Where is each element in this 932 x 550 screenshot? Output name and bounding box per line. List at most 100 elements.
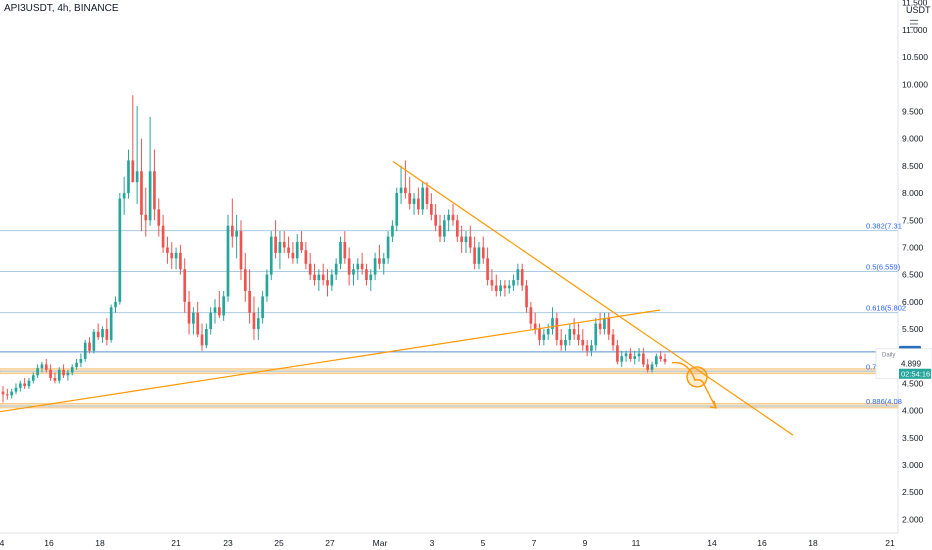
- y-tick-label: 10.500: [902, 52, 928, 62]
- x-tick-label: 9: [583, 538, 588, 548]
- candle-body: [23, 383, 26, 387]
- x-tick-label: 16: [757, 538, 767, 548]
- candle-body: [494, 285, 498, 291]
- candle-body: [417, 198, 420, 210]
- candle-body: [360, 263, 364, 270]
- x-tick-label: 7: [532, 538, 537, 548]
- y-tick-label: 11.500: [902, 0, 928, 8]
- candle-body: [378, 258, 381, 264]
- candle-body: [282, 242, 286, 248]
- x-tick-label: 27: [325, 538, 335, 548]
- candle-body: [533, 323, 537, 330]
- candle-body: [274, 236, 277, 253]
- candle-body: [339, 242, 342, 264]
- candle-body: [127, 160, 130, 194]
- candle-body: [27, 380, 31, 387]
- candle-body: [88, 342, 91, 351]
- candle-body: [96, 331, 100, 338]
- candle-body: [278, 242, 282, 253]
- candle-body: [395, 193, 399, 226]
- candle-body: [170, 252, 174, 259]
- candle-body: [209, 312, 213, 330]
- candle-body: [157, 209, 161, 226]
- candle-body: [646, 364, 650, 370]
- candle-body: [226, 225, 230, 297]
- candle-body: [53, 377, 57, 381]
- candle-body: [114, 301, 117, 308]
- y-tick-label: 8.500: [902, 161, 924, 171]
- candle-body: [62, 369, 65, 376]
- candle-body: [607, 318, 611, 335]
- candle-body: [598, 323, 602, 330]
- candle-body: [655, 356, 658, 365]
- candle-body: [131, 160, 135, 183]
- candle-body: [304, 250, 308, 264]
- candle-body: [585, 345, 589, 351]
- y-tick-label: 2.500: [902, 487, 924, 497]
- candle-body: [5, 394, 9, 396]
- countdown-badge: [899, 368, 931, 379]
- candle-body: [477, 247, 481, 264]
- candle-body: [581, 339, 585, 346]
- candle-body: [538, 329, 541, 340]
- candle-body: [174, 252, 178, 259]
- menu-icon[interactable]: ☰: [909, 19, 919, 31]
- fib-level-label: 0.618(5.802: [866, 304, 906, 313]
- x-tick-label: 25: [274, 538, 284, 548]
- candle-body: [205, 329, 208, 346]
- candle-body: [192, 312, 195, 324]
- candle-body: [256, 318, 260, 330]
- fib-level-label: 0.886(4.08: [866, 397, 902, 406]
- y-tick-label: 7.500: [902, 215, 924, 225]
- candle-body: [650, 364, 654, 370]
- candle-body: [464, 236, 468, 243]
- candle-body: [434, 214, 438, 226]
- candle-body: [503, 285, 507, 289]
- y-tick-label: 11.000: [902, 25, 928, 35]
- projection-arrowhead: [709, 400, 717, 409]
- candle-body: [542, 334, 546, 340]
- y-tick-label: 3.500: [902, 433, 924, 443]
- candle-body: [473, 247, 476, 264]
- x-tick-label: 23: [223, 538, 233, 548]
- candle-body: [620, 356, 624, 362]
- candle-body: [520, 269, 524, 286]
- candle-body: [252, 312, 256, 330]
- x-tick-label: 18: [95, 538, 105, 548]
- candle-body: [594, 323, 598, 346]
- candle-body: [399, 187, 403, 194]
- candle-body: [369, 274, 373, 281]
- candle-body: [44, 364, 48, 370]
- candle-body: [386, 236, 390, 259]
- candle-body: [486, 258, 489, 281]
- y-tick-label: 6.000: [902, 297, 924, 307]
- y-tick-label: 6.500: [902, 270, 924, 280]
- candle-body: [529, 307, 533, 324]
- y-tick-label: 3.000: [902, 460, 924, 470]
- candle-body: [642, 353, 645, 365]
- x-tick-label: 16: [44, 538, 54, 548]
- candle-body: [425, 187, 429, 204]
- candle-body: [404, 187, 407, 194]
- candle-body: [291, 252, 295, 259]
- candle-body: [637, 353, 641, 357]
- candle-body: [83, 342, 87, 359]
- candle-body: [603, 318, 606, 330]
- candle-body: [356, 263, 360, 270]
- daily-value: 4.899: [901, 360, 922, 369]
- candle-body: [79, 358, 83, 363]
- candle-body: [507, 285, 511, 289]
- candle-body: [295, 242, 299, 259]
- candle-body: [18, 383, 22, 388]
- y-tick-label: 4.500: [902, 378, 924, 388]
- x-tick-label: 5: [481, 538, 486, 548]
- symbol-title: API3USDT, 4h, BINANCE: [4, 3, 119, 14]
- projection-path: [671, 361, 717, 409]
- y-tick-label: 9.500: [902, 106, 924, 116]
- candle-body: [590, 345, 593, 351]
- candle-body: [70, 367, 74, 373]
- candle-body: [105, 329, 109, 340]
- candle-body: [10, 391, 13, 396]
- candle-body: [287, 247, 290, 253]
